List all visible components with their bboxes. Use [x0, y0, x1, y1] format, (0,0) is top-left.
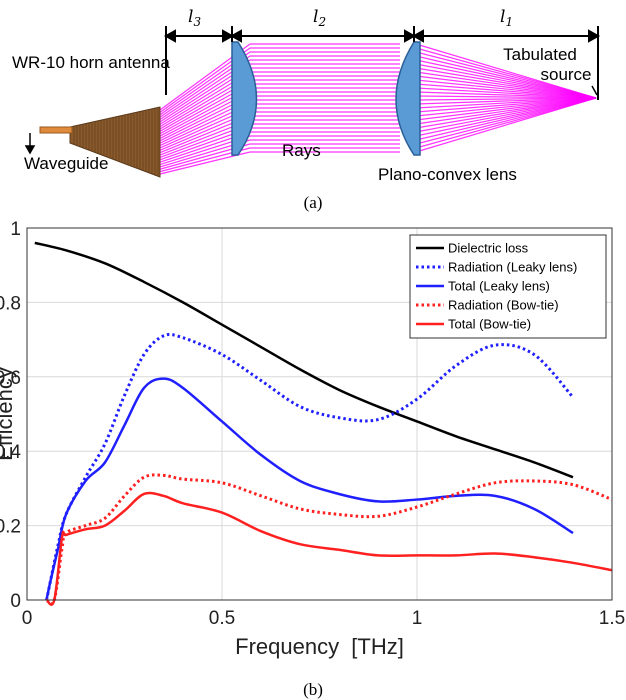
- y-tick-label: 1: [10, 219, 21, 240]
- lens-label: Plano-convex lens: [378, 165, 517, 184]
- distance-l2-label: l2: [313, 7, 326, 29]
- horn-antenna: [69, 106, 161, 178]
- series-line-3: [45, 377, 574, 601]
- lens-left: [231, 41, 258, 156]
- chart-series: [34, 241, 613, 606]
- x-axis-label: Frequency [THz]: [235, 634, 404, 659]
- y-tick-label: 0.2: [0, 517, 21, 538]
- legend-entry-label: Radiation (Bow-tie): [448, 298, 559, 313]
- y-tick-label: 0: [10, 591, 21, 612]
- diagram-caption: (a): [304, 193, 323, 212]
- series-line-4: [45, 473, 613, 606]
- y-axis-label: Efficiency: [0, 367, 17, 461]
- source-arrow: [591, 85, 598, 96]
- ray-bundle: [159, 43, 597, 175]
- rays-label: Rays: [282, 141, 321, 160]
- waveguide-arrow: [24, 133, 36, 155]
- horn-antenna-label: WR-10 horn antenna: [12, 53, 170, 72]
- quasi-optical-setup-diagram: l3 l2 l1 WR-10 horn antenna Waveguide Ra…: [12, 7, 601, 212]
- plot-frame: [26, 227, 613, 601]
- y-axis-ticks: 0 0.2 0.4 0.6 0.8 1: [0, 219, 21, 612]
- source-label-line1: Tabulated: [503, 45, 577, 64]
- x-tick-label: 1: [412, 608, 423, 629]
- chart-legend: Dielectric loss Radiation (Leaky lens) Tot…: [409, 234, 607, 339]
- series-line-1: [34, 241, 574, 479]
- legend-entry-label: Total (Bow-tie): [448, 317, 531, 332]
- legend-entry-label: Radiation (Leaky lens): [448, 260, 577, 275]
- y-tick-label: 0.8: [0, 293, 21, 314]
- legend-entry-label: Dielectric loss: [448, 241, 529, 256]
- x-tick-label: 1.5: [599, 608, 625, 629]
- horn-antenna-stripes: [73, 107, 159, 177]
- source-label-line2: source: [540, 65, 591, 84]
- waveguide-stub: [39, 126, 73, 134]
- waveguide-label: Waveguide: [24, 154, 108, 173]
- chart-caption: (b): [303, 680, 323, 699]
- dimension-arrows: [163, 29, 601, 43]
- x-tick-label: 0: [22, 608, 33, 629]
- series-line-5: [45, 491, 613, 606]
- lens-right: [395, 41, 421, 156]
- efficiency-chart: 00.511.5 00.20.40.60.81 Frequency [THz] …: [0, 219, 626, 699]
- distance-l3-label: l3: [188, 7, 201, 29]
- y-tick-label: 0.4: [0, 442, 21, 463]
- distance-l1-label: l1: [500, 7, 513, 29]
- y-tick-label: 0.6: [0, 368, 21, 389]
- x-tick-label: 0.5: [209, 608, 235, 629]
- x-axis-ticks: 0 0.5 1 1.5: [22, 608, 626, 629]
- legend-entry-label: Total (Leaky lens): [448, 279, 550, 294]
